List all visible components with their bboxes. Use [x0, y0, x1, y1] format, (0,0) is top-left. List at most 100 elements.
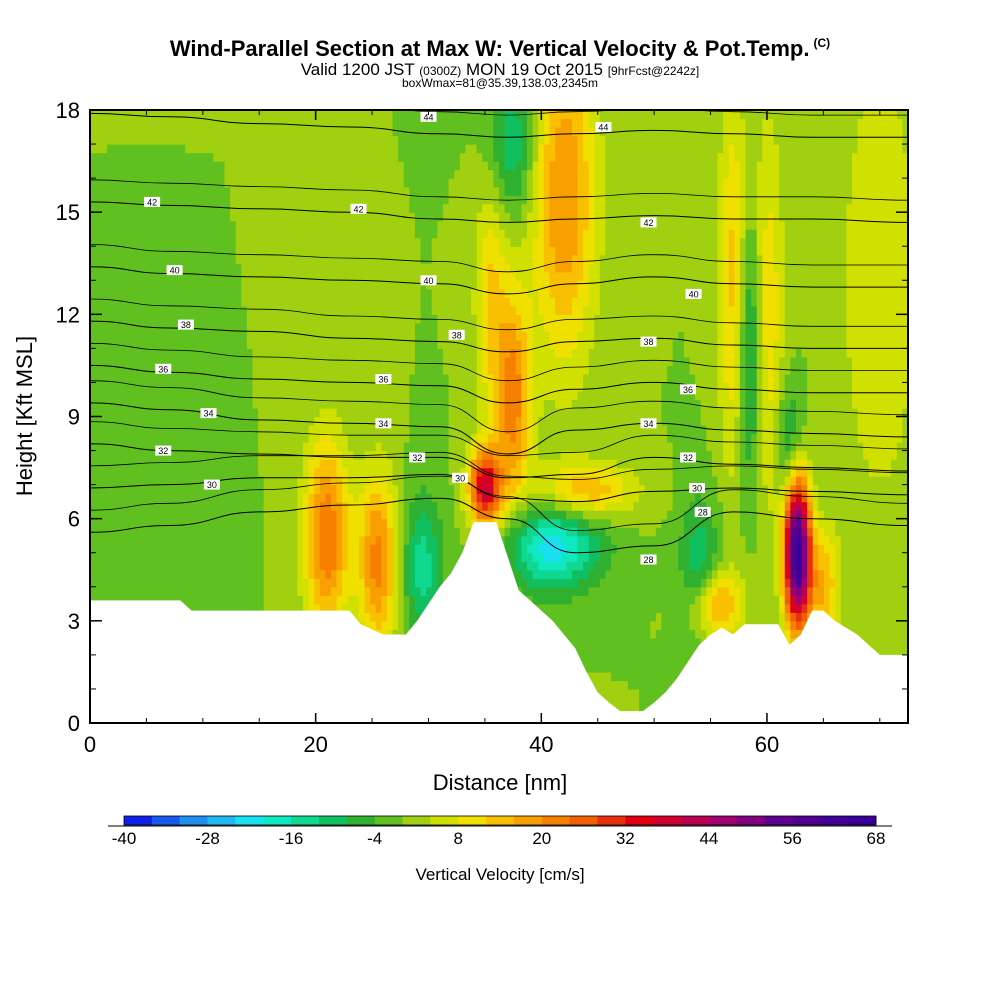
velocity-cell: [493, 510, 500, 520]
velocity-cell: [583, 569, 590, 579]
velocity-cell: [392, 493, 399, 503]
velocity-cell: [504, 544, 511, 554]
velocity-cell: [342, 561, 349, 571]
velocity-cell: [588, 527, 595, 537]
velocity-cell: [129, 578, 136, 588]
velocity-cell: [386, 518, 394, 528]
velocity-cell: [891, 544, 898, 554]
velocity-cell: [134, 578, 142, 588]
velocity-cell: [577, 569, 584, 579]
velocity-cell: [252, 552, 259, 562]
velocity-cell: [381, 493, 388, 503]
velocity-cell: [571, 459, 579, 469]
velocity-cell: [767, 450, 775, 460]
velocity-cell: [644, 654, 651, 664]
velocity-cell: [269, 510, 276, 520]
velocity-cell: [112, 578, 119, 588]
velocity-cell: [398, 467, 405, 477]
velocity-cell: [571, 484, 579, 494]
velocity-cell: [375, 544, 382, 554]
velocity-cell: [370, 544, 377, 554]
velocity-cell: [336, 493, 343, 503]
velocity-cell: [280, 510, 287, 520]
velocity-cell: [218, 586, 226, 596]
velocity-cell: [739, 544, 747, 554]
velocity-cell: [252, 510, 259, 520]
velocity-cell: [538, 586, 545, 596]
velocity-cell: [829, 442, 836, 452]
velocity-cell: [403, 527, 410, 537]
velocity-cell: [95, 450, 102, 460]
velocity-cell: [751, 442, 758, 452]
velocity-cell: [734, 620, 741, 630]
velocity-cell: [123, 501, 130, 511]
velocity-cell: [566, 459, 573, 469]
velocity-cell: [162, 527, 170, 537]
velocity-cell: [672, 442, 679, 452]
velocity-cell: [650, 501, 657, 511]
velocity-cell: [633, 612, 640, 622]
velocity-cell: [252, 493, 259, 503]
velocity-cell: [655, 467, 663, 477]
velocity-cell: [118, 501, 125, 511]
velocity-cell: [577, 476, 584, 486]
velocity-cell: [420, 586, 427, 596]
velocity-cell: [381, 612, 388, 622]
velocity-cell: [683, 433, 691, 443]
velocity-cell: [902, 544, 908, 554]
velocity-cell: [386, 629, 394, 639]
velocity-cell: [700, 527, 707, 537]
velocity-cell: [263, 476, 270, 486]
velocity-cell: [437, 501, 444, 511]
velocity-cell: [560, 510, 567, 520]
velocity-cell: [745, 527, 752, 537]
velocity-cell: [689, 493, 696, 503]
velocity-cell: [627, 612, 635, 622]
velocity-cell: [414, 493, 422, 503]
velocity-cell: [577, 637, 584, 647]
velocity-cell: [767, 535, 775, 545]
velocity-cell: [543, 544, 551, 554]
velocity-cell: [549, 442, 556, 452]
velocity-cell: [857, 510, 864, 520]
velocity-cell: [370, 535, 377, 545]
velocity-cell: [644, 493, 651, 503]
velocity-cell: [353, 552, 360, 562]
velocity-cell: [347, 586, 354, 596]
velocity-cell: [818, 493, 825, 503]
velocity-cell: [896, 493, 903, 503]
velocity-cell: [622, 603, 629, 613]
velocity-cell: [465, 476, 472, 486]
velocity-cell: [627, 705, 635, 716]
velocity-cell: [700, 535, 707, 545]
velocity-cell: [370, 620, 377, 630]
velocity-cell: [594, 612, 601, 622]
velocity-cell: [241, 493, 248, 503]
velocity-cell: [790, 561, 797, 571]
velocity-cell: [527, 476, 534, 486]
velocity-cell: [297, 484, 304, 494]
velocity-cell: [896, 586, 903, 596]
velocity-cell: [767, 552, 775, 562]
velocity-cell: [723, 603, 730, 613]
velocity-cell: [622, 569, 629, 579]
velocity-cell: [185, 595, 192, 605]
velocity-cell: [213, 535, 220, 545]
velocity-cell: [784, 467, 791, 477]
velocity-cell: [678, 484, 685, 494]
velocity-cell: [700, 544, 707, 554]
velocity-cell: [863, 459, 870, 469]
velocity-cell: [213, 433, 220, 443]
velocity-cell: [734, 518, 741, 528]
velocity-cell: [230, 501, 237, 511]
velocity-cell: [151, 493, 158, 503]
velocity-cell: [779, 433, 786, 443]
velocity-cell: [711, 561, 719, 571]
velocity-cell: [622, 527, 629, 537]
velocity-cell: [515, 442, 523, 452]
velocity-cell: [667, 493, 674, 503]
velocity-cell: [129, 527, 136, 537]
velocity-cell: [381, 586, 388, 596]
velocity-cell: [246, 493, 254, 503]
velocity-cell: [420, 527, 427, 537]
